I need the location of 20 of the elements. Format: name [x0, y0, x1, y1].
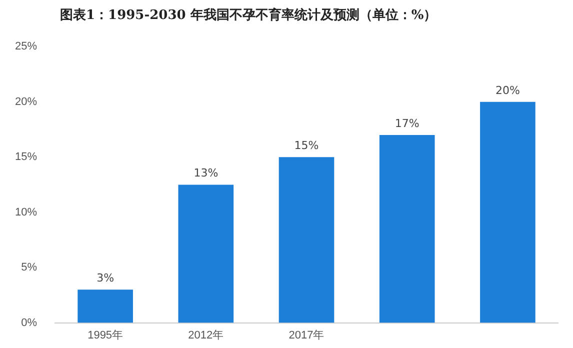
bar — [480, 102, 536, 323]
x-tick-label: 2012年 — [188, 329, 224, 342]
chart-title: 图表1：1995-2030 年我国不孕不育率统计及预测（单位：%） — [60, 6, 437, 24]
data-label: 17% — [394, 116, 420, 130]
y-tick-label: 0% — [21, 316, 38, 329]
y-tick-label: 10% — [14, 206, 38, 218]
bar — [379, 134, 435, 323]
y-tick-label: 25% — [14, 40, 38, 53]
x-tick-label: 1995年 — [88, 329, 124, 342]
y-tick-label: 5% — [21, 262, 38, 274]
data-label: 20% — [495, 84, 520, 97]
y-tick-label: 20% — [14, 96, 38, 108]
data-label: 13% — [194, 166, 218, 180]
data-label: 3% — [96, 272, 114, 285]
data-label: 15% — [294, 139, 319, 152]
bar — [278, 157, 334, 323]
x-tick-label: 2017年 — [288, 329, 324, 342]
bar — [178, 184, 234, 323]
bar — [78, 290, 133, 323]
y-tick-label: 15% — [14, 151, 38, 164]
